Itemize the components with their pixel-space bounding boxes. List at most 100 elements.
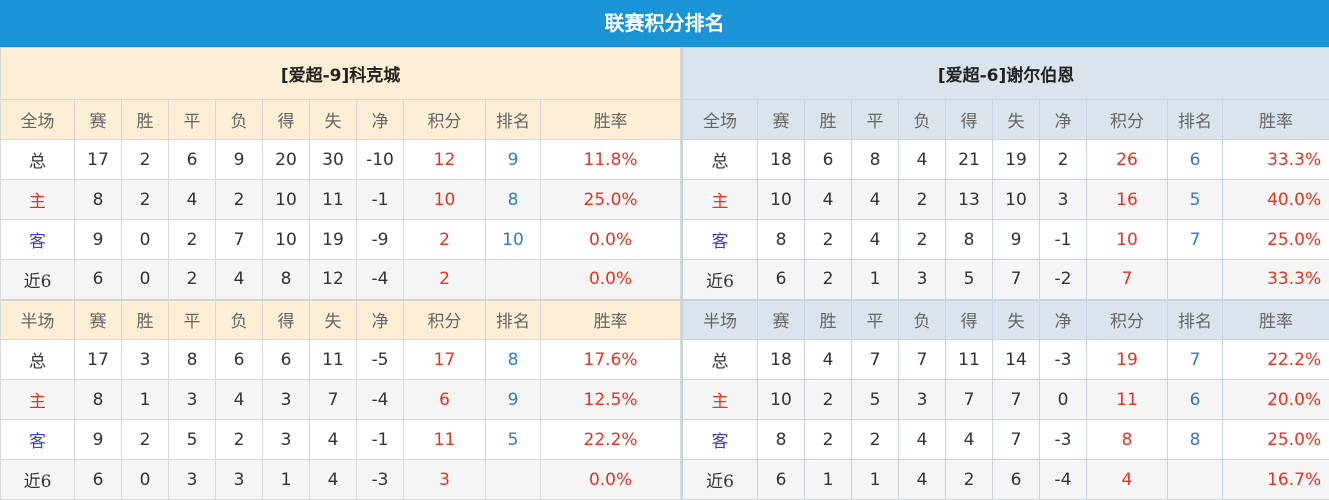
cell: 8 [852,140,899,180]
cell: -1 [1040,220,1087,260]
column-header: 负 [899,100,946,140]
cell: 6 [1168,380,1223,420]
cell: 7 [946,380,993,420]
cell: 20 [263,140,310,180]
cell: 11 [1087,380,1168,420]
row-label: 总 [683,140,758,180]
cell: 4 [899,140,946,180]
cell: 4 [899,460,946,500]
full-header-row: 全场赛胜平负得失净积分排名胜率 [683,100,1329,140]
cell: 12 [310,260,357,300]
cell: 10 [758,180,805,220]
cell: 4 [805,180,852,220]
cell: 7 [310,380,357,420]
cell: 8 [1087,420,1168,460]
column-header: 胜率 [541,100,681,140]
cell: 2 [216,420,263,460]
cell: 4 [1087,460,1168,500]
cell: 4 [852,220,899,260]
cell: 0.0% [541,220,681,260]
column-header: 排名 [486,300,541,340]
column-header: 半场 [683,300,758,340]
row-label: 客 [683,220,758,260]
column-header: 净 [1040,300,1087,340]
half-header-row: 半场赛胜平负得失净积分排名胜率 [1,300,681,340]
cell: 10 [404,180,486,220]
column-header: 胜 [805,300,852,340]
cell: 2 [852,420,899,460]
column-header: 胜 [122,300,169,340]
column-header: 失 [993,300,1040,340]
team-name: [爱超-9]科克城 [1,48,681,100]
cell: 9 [75,220,122,260]
cell: 6 [216,340,263,380]
page-title: 联赛积分排名 [0,0,1329,47]
cell: 8 [169,340,216,380]
row-label: 客 [1,420,75,460]
column-header: 排名 [1168,300,1223,340]
cell: 5 [852,380,899,420]
cell: 3 [169,380,216,420]
cell: 6 [758,460,805,500]
column-header: 胜率 [541,300,681,340]
cell: 2 [404,220,486,260]
cell: 21 [946,140,993,180]
cell: 0 [122,460,169,500]
cell: 2 [169,220,216,260]
cell: 11 [310,340,357,380]
cell [1168,260,1223,300]
cell: 7 [993,260,1040,300]
cell: 8 [486,180,541,220]
column-header: 平 [169,300,216,340]
cell: 33.3% [1223,260,1329,300]
column-header: 半场 [1,300,75,340]
column-header: 负 [899,300,946,340]
cell: 10 [993,180,1040,220]
cell: 2 [805,260,852,300]
cell: 6 [1168,140,1223,180]
cell [486,260,541,300]
cell: 4 [805,340,852,380]
column-header: 平 [852,100,899,140]
cell: 22.2% [541,420,681,460]
cell: 25.0% [1223,420,1329,460]
cell: 3 [1040,180,1087,220]
column-header: 得 [263,300,310,340]
row-label: 客 [1,220,75,260]
column-header: 失 [310,300,357,340]
cell: 2 [122,180,169,220]
cell: 0 [122,260,169,300]
cell: 1 [263,460,310,500]
cell: 10 [758,380,805,420]
cell: 40.0% [1223,180,1329,220]
cell: 6 [758,260,805,300]
cell: 2 [805,380,852,420]
cell: 6 [993,460,1040,500]
cell: 3 [122,340,169,380]
cell: 0.0% [541,260,681,300]
cell: 8 [1168,420,1223,460]
column-header: 负 [216,100,263,140]
cell: 4 [310,420,357,460]
cell: 19 [1087,340,1168,380]
cell [486,460,541,500]
cell: 11.8% [541,140,681,180]
cell: -10 [357,140,404,180]
cell: 2 [122,420,169,460]
cell: 12.5% [541,380,681,420]
cell: 8 [263,260,310,300]
cell: 12 [404,140,486,180]
cell: -4 [1040,460,1087,500]
cell: 17 [404,340,486,380]
row-label: 客 [683,420,758,460]
cell: 5 [1168,180,1223,220]
cell: 8 [75,380,122,420]
